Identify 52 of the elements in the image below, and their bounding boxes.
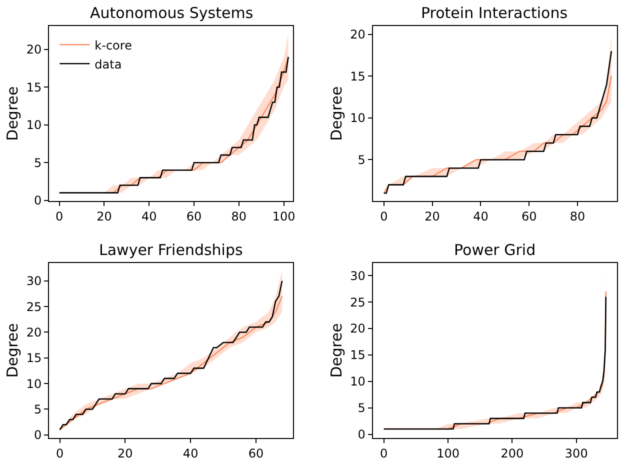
x-tick-label: 60 [521, 210, 537, 224]
y-tick-label: 5 [34, 402, 42, 416]
x-tick-label: 20 [96, 210, 112, 224]
chart-title: Autonomous Systems [90, 4, 254, 22]
y-axis-title: Degree [4, 86, 22, 141]
chart-title: Protein Interactions [421, 4, 568, 22]
y-tick-label: 15 [350, 348, 366, 362]
y-tick-label: 5 [358, 401, 366, 416]
y-tick-label: 5 [358, 152, 366, 167]
x-tick-label: 20 [424, 210, 440, 224]
legend-label: k-core [94, 38, 132, 52]
y-tick-label: 10 [26, 376, 42, 391]
y-tick-label: 0 [34, 194, 42, 208]
y-tick-label: 25 [350, 295, 366, 310]
x-tick-label: 40 [182, 446, 198, 460]
chart-title: Lawyer Friendships [99, 241, 243, 259]
y-axis-title: Degree [4, 323, 22, 378]
y-tick-label: 0 [358, 428, 366, 442]
x-tick-label: 0 [380, 210, 388, 224]
y-tick-label: 20 [26, 325, 42, 340]
x-tick-label: 0 [56, 210, 64, 224]
y-tick-label: 10 [26, 118, 42, 132]
y-tick-label: 20 [26, 42, 42, 57]
x-tick-label: 80 [570, 210, 586, 224]
y-tick-label: 5 [34, 156, 42, 170]
x-tick-label: 80 [231, 210, 247, 224]
y-tick-label: 25 [26, 300, 42, 314]
y-axis-title: Degree [327, 323, 346, 378]
x-tick-label: 100 [436, 446, 460, 460]
y-tick-label: 15 [26, 351, 42, 366]
y-tick-label: 15 [26, 80, 42, 94]
x-tick-label: 20 [118, 446, 133, 460]
y-tick-label: 10 [350, 374, 366, 389]
y-tick-label: 10 [350, 111, 366, 126]
x-tick-label: 300 [564, 446, 588, 460]
x-tick-label: 60 [248, 446, 264, 460]
legend-label: data [94, 57, 122, 72]
x-tick-label: 100 [272, 210, 296, 224]
x-tick-label: 200 [500, 446, 524, 460]
y-tick-label: 30 [26, 274, 42, 288]
x-tick-label: 60 [186, 210, 202, 224]
y-tick-label: 30 [350, 268, 366, 283]
chart-title: Power Grid [454, 241, 536, 259]
x-tick-label: 40 [141, 210, 157, 224]
x-tick-label: 0 [56, 446, 64, 460]
y-axis-title: Degree [327, 86, 346, 141]
y-tick-label: 0 [34, 428, 42, 442]
y-tick-label: 20 [350, 28, 366, 42]
x-tick-label: 40 [473, 210, 488, 224]
x-tick-label: 0 [380, 446, 388, 460]
y-tick-label: 20 [350, 322, 366, 336]
y-tick-label: 15 [350, 69, 366, 84]
